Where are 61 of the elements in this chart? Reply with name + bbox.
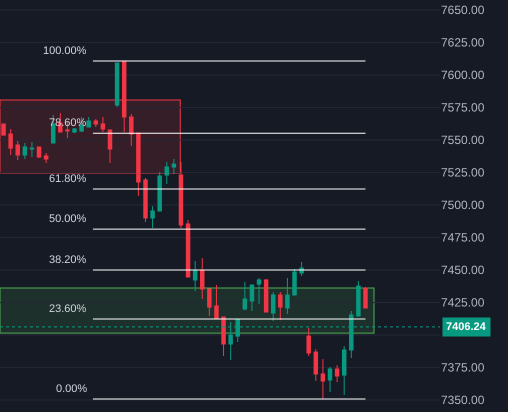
- candlestick: [178, 161, 184, 229]
- y-tick-label: 7375.00: [441, 360, 485, 375]
- candlestick: [270, 292, 276, 322]
- annotation: 50.00%: [49, 213, 87, 225]
- y-tick-label: 7425.00: [441, 296, 485, 310]
- candlestick: [72, 128, 77, 134]
- candlestick: [278, 292, 283, 321]
- candlestick: [108, 130, 112, 164]
- annotation: 38.20%: [49, 254, 87, 266]
- y-tick-label: 7625.00: [441, 36, 485, 50]
- candlestick: [150, 206, 155, 229]
- annotation: 0.00%: [56, 383, 88, 395]
- candlestick: [320, 358, 326, 400]
- candlestick: [292, 268, 297, 296]
- candlestick: [242, 281, 248, 311]
- annotation: 23.60%: [49, 303, 87, 315]
- candlestick: [86, 116, 91, 128]
- candlestick: [306, 328, 311, 356]
- candlestick: [334, 364, 340, 382]
- y-tick-label: 7525.00: [441, 166, 485, 180]
- y-tick-label: 7575.00: [441, 100, 485, 115]
- candlestick: [328, 366, 332, 392]
- candlestick: [122, 60, 126, 132]
- candlestick: [200, 258, 204, 300]
- candlestick: [186, 219, 190, 278]
- candlestick: [94, 118, 98, 128]
- y-tick-label: 7550.00: [441, 133, 485, 148]
- ref-line-label: 7406.24: [446, 321, 487, 333]
- candlestick: [100, 116, 106, 132]
- y-tick-label: 7600.00: [441, 68, 485, 82]
- candlestick: [30, 141, 34, 158]
- annotation: 61.80%: [49, 173, 87, 185]
- candlestick: [264, 278, 268, 313]
- y-tick-label: 7650.00: [441, 3, 485, 18]
- candlestick: [16, 140, 20, 161]
- candlestick: [164, 161, 170, 184]
- candlestick: [314, 348, 318, 382]
- candlestick: [221, 316, 226, 356]
- candlestick: [114, 62, 120, 108]
- candlestick: [356, 280, 361, 317]
- candlestick: [129, 114, 134, 146]
- candlestick: [256, 277, 262, 304]
- candlestick: [172, 158, 176, 175]
- candlestick: [157, 172, 162, 212]
- candlestick: [22, 142, 28, 160]
- candlestick: [1, 124, 6, 136]
- y-tick-label: 7450.00: [441, 263, 485, 278]
- candlestick: [36, 146, 42, 158]
- candlestick: [250, 284, 254, 312]
- candlestick: [342, 346, 346, 396]
- y-tick-label: 7350.00: [441, 393, 485, 408]
- candlestick: [8, 128, 13, 156]
- candlestick: [192, 260, 198, 292]
- candlestick: [285, 277, 290, 314]
- candlestick: [44, 152, 48, 164]
- y-tick-label: 7475.00: [441, 230, 485, 245]
- candlestick: [207, 288, 212, 317]
- candlestick: [136, 132, 141, 197]
- annotation: 100.00%: [43, 45, 87, 57]
- y-tick-label: 7500.00: [441, 198, 485, 212]
- candlestick: [214, 284, 219, 320]
